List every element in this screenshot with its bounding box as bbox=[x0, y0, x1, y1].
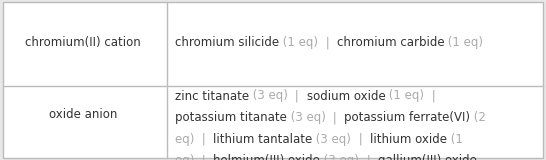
Text: |: | bbox=[322, 36, 337, 49]
Text: |: | bbox=[198, 133, 213, 146]
Text: oxide anion: oxide anion bbox=[49, 108, 117, 121]
Text: zinc titanate: zinc titanate bbox=[175, 89, 249, 103]
Text: chromium silicide: chromium silicide bbox=[175, 36, 279, 49]
Text: |: | bbox=[329, 111, 345, 124]
Text: potassium ferrate(VI): potassium ferrate(VI) bbox=[345, 111, 471, 124]
Text: eq): eq) bbox=[175, 154, 198, 160]
Text: (3 eq): (3 eq) bbox=[287, 111, 329, 124]
Text: |: | bbox=[428, 89, 436, 103]
Text: potassium titanate: potassium titanate bbox=[175, 111, 287, 124]
Text: (3 eq): (3 eq) bbox=[249, 89, 292, 103]
Text: |: | bbox=[363, 154, 378, 160]
Text: (1 eq): (1 eq) bbox=[444, 36, 483, 49]
Text: chromium(II) cation: chromium(II) cation bbox=[26, 36, 141, 49]
Text: gallium(III) oxide: gallium(III) oxide bbox=[378, 154, 477, 160]
Text: (1 eq): (1 eq) bbox=[279, 36, 322, 49]
Text: (3 eq): (3 eq) bbox=[312, 133, 355, 146]
Text: sodium oxide: sodium oxide bbox=[307, 89, 385, 103]
Text: chromium carbide: chromium carbide bbox=[337, 36, 444, 49]
Text: eq): eq) bbox=[175, 133, 198, 146]
Text: lithium oxide: lithium oxide bbox=[370, 133, 447, 146]
Text: |: | bbox=[355, 133, 370, 146]
Text: |: | bbox=[198, 154, 213, 160]
FancyBboxPatch shape bbox=[3, 2, 543, 158]
Text: (2: (2 bbox=[471, 111, 486, 124]
Text: (1: (1 bbox=[447, 133, 463, 146]
Text: (1 eq): (1 eq) bbox=[385, 89, 428, 103]
Text: (3 eq): (3 eq) bbox=[320, 154, 363, 160]
Text: |: | bbox=[292, 89, 307, 103]
Text: lithium tantalate: lithium tantalate bbox=[213, 133, 312, 146]
Text: holmium(III) oxide: holmium(III) oxide bbox=[213, 154, 320, 160]
